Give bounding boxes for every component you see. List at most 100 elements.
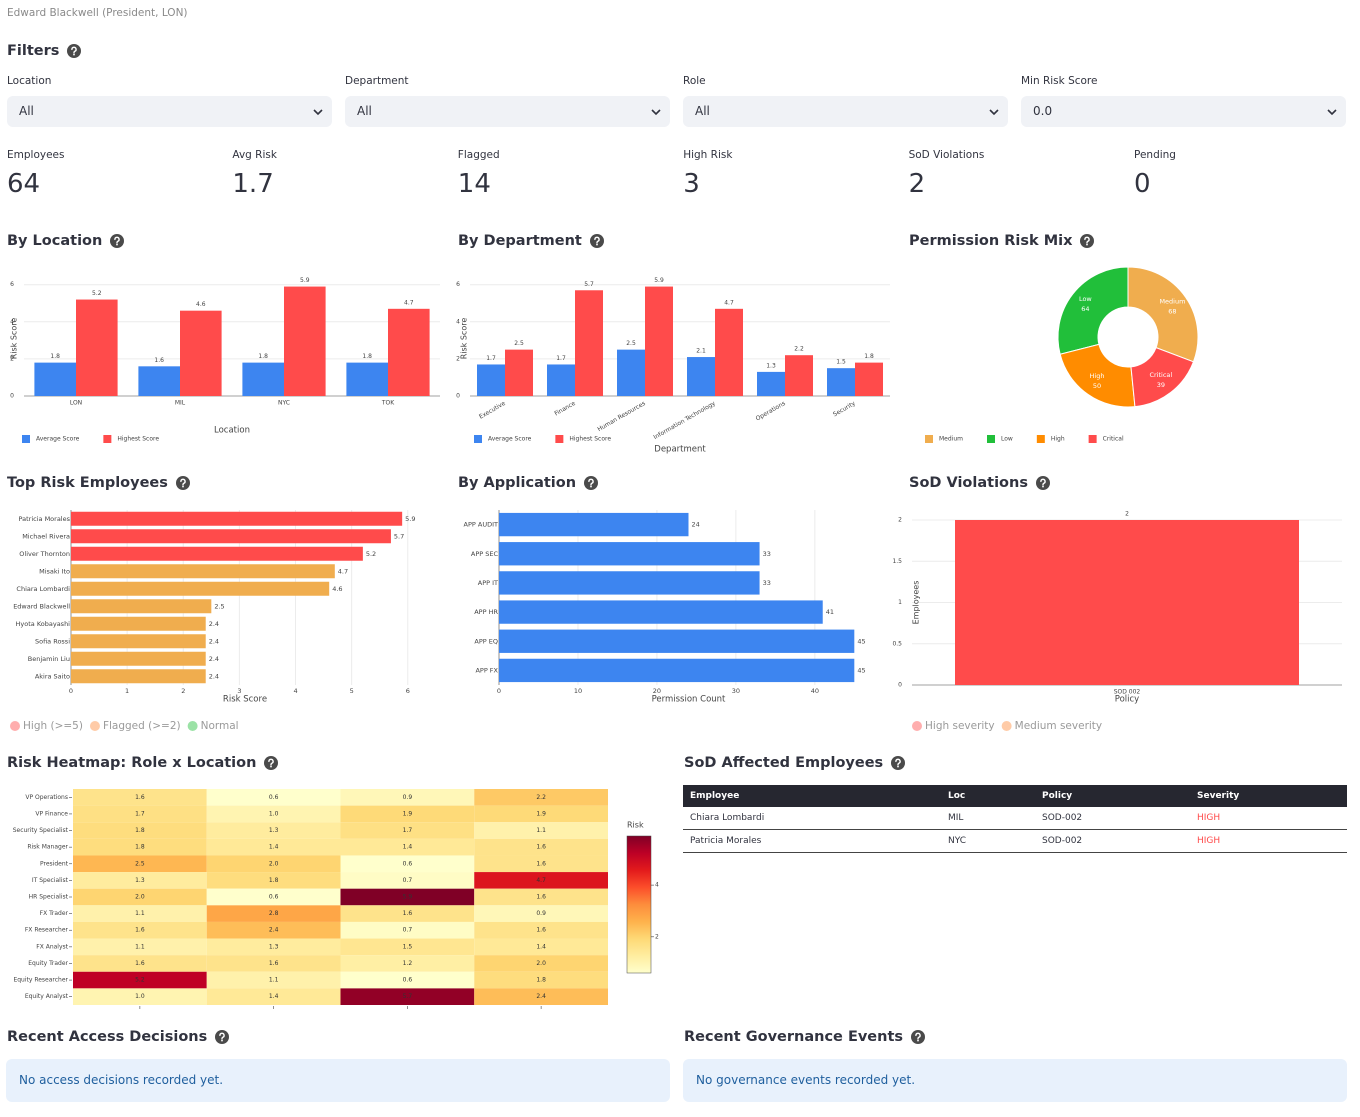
help-icon[interactable] xyxy=(1035,476,1050,490)
data-label: 4.6 xyxy=(332,585,342,593)
data-label: 1.8 xyxy=(362,353,372,360)
metric-label: SoD Violations xyxy=(908,149,985,161)
help-icon[interactable] xyxy=(1080,234,1095,248)
bar xyxy=(547,364,575,396)
section-title-text: Recent Access Decisions xyxy=(7,1029,208,1045)
data-label: 2.4 xyxy=(209,620,219,628)
cell-label: 1.1 xyxy=(135,910,145,917)
metric-value: 3 xyxy=(683,169,700,199)
bar xyxy=(71,529,391,544)
data-label: 2.2 xyxy=(794,346,804,353)
help-icon[interactable] xyxy=(67,44,82,58)
help-dot xyxy=(270,765,273,768)
filter-label: Department xyxy=(345,75,409,87)
heat-cell xyxy=(206,938,341,956)
metric-label: High Risk xyxy=(683,149,733,161)
help-icon[interactable] xyxy=(911,1030,926,1044)
y-tick-label: APP SEC xyxy=(471,550,499,558)
heat-cell xyxy=(474,905,608,922)
data-label: 5.9 xyxy=(405,515,415,523)
y-tick-label: Misaki Ito xyxy=(39,567,70,575)
x-tick-label: LON xyxy=(70,400,82,407)
heat-cell xyxy=(206,921,341,939)
heat-cell xyxy=(73,905,207,922)
data-label: 45 xyxy=(857,666,865,674)
slice-label: High xyxy=(1090,372,1105,380)
heat-cell xyxy=(73,971,207,989)
row-label: FX Researcher xyxy=(25,927,69,934)
help-bg xyxy=(264,756,279,770)
section-title-text: Filters xyxy=(7,43,60,59)
filter-select[interactable]: All xyxy=(7,96,332,127)
row-label: President xyxy=(40,860,69,867)
bar xyxy=(71,669,206,684)
bar xyxy=(71,599,212,614)
help-bg xyxy=(891,756,906,770)
section-title-text: Risk Heatmap: Role x Location xyxy=(7,755,257,771)
legend-marker xyxy=(187,721,198,731)
bar xyxy=(76,299,118,396)
cell-label: 1.8 xyxy=(135,844,145,851)
heat-cell xyxy=(73,888,207,906)
y-tick-label: Chiara Lombardi xyxy=(16,585,70,593)
slice-value: 68 xyxy=(1168,307,1176,315)
cell-label: 1.7 xyxy=(135,810,145,817)
x-tick-label: Executive xyxy=(478,400,507,421)
legend-swatch xyxy=(925,435,933,443)
y-tick-label: Sofia Rossi xyxy=(35,637,70,645)
help-icon[interactable] xyxy=(584,476,599,490)
help-icon[interactable] xyxy=(175,476,190,490)
help-dot xyxy=(917,1039,919,1042)
cell-label: 1.4 xyxy=(536,943,546,950)
heat-cell xyxy=(474,888,608,906)
cell-label: 0.6 xyxy=(403,977,413,984)
heat-cell xyxy=(73,988,207,1005)
filter-select[interactable]: All xyxy=(683,96,1008,127)
legend-label: Normal xyxy=(201,720,239,732)
legend-swatch xyxy=(474,435,482,443)
y-tick-label: 6 xyxy=(456,281,460,288)
bar xyxy=(757,371,785,396)
help-bg xyxy=(1035,476,1050,490)
x-tick-label: 3 xyxy=(237,687,241,695)
slice-label: Critical xyxy=(1149,371,1172,379)
help-dot xyxy=(596,243,598,246)
chevron-path xyxy=(313,109,323,116)
data-label: 1.8 xyxy=(258,353,268,360)
heat-cell xyxy=(340,971,475,989)
cell-label: 1.3 xyxy=(135,877,145,884)
data-label: 5.2 xyxy=(366,550,376,558)
help-glyph xyxy=(180,478,186,486)
y-tick-label: Benjamin Liu xyxy=(28,655,70,663)
data-label: 2 xyxy=(1125,511,1129,518)
help-icon[interactable] xyxy=(891,756,906,770)
help-icon[interactable] xyxy=(215,1030,230,1044)
legend-marker xyxy=(912,721,922,731)
data-label: 4.7 xyxy=(404,299,414,306)
filter-label: Location xyxy=(7,75,52,87)
cell-label: 1.0 xyxy=(135,993,145,1000)
section-title-text: By Department xyxy=(458,233,582,249)
bar xyxy=(499,600,823,624)
help-icon[interactable] xyxy=(589,234,604,248)
chevron-path xyxy=(1327,109,1337,116)
help-icon[interactable] xyxy=(110,234,125,248)
metric-label: Pending xyxy=(1134,149,1176,161)
filter-select[interactable]: 0.0 xyxy=(1021,96,1346,127)
heat-cell xyxy=(206,805,341,823)
metric-value: 0 xyxy=(1134,169,1151,199)
cell-label: 2.0 xyxy=(135,894,145,901)
heat-cell xyxy=(474,955,608,972)
bar xyxy=(71,511,403,526)
cell-label: 1.6 xyxy=(536,927,546,934)
help-dot xyxy=(116,243,119,246)
filter-select[interactable]: All xyxy=(345,96,670,127)
help-icon[interactable] xyxy=(264,756,279,770)
data-label: 1.8 xyxy=(50,353,60,360)
help-bg xyxy=(1080,234,1095,248)
cell-label: 1.1 xyxy=(536,827,546,834)
legend-marker xyxy=(10,721,20,731)
row-label: Equity Analyst xyxy=(25,993,69,1000)
cell-label: 1.3 xyxy=(269,827,279,834)
